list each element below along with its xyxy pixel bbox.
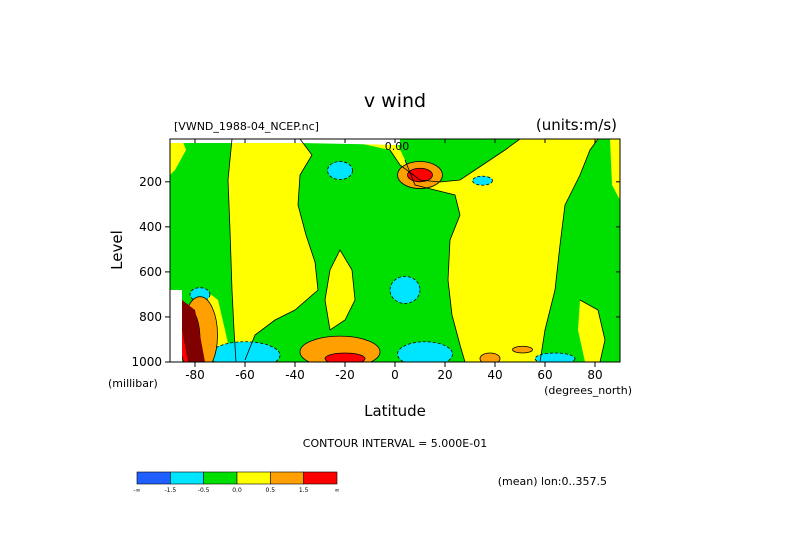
contour-region-pos1: [479, 352, 501, 362]
x-tick-label: 60: [537, 368, 552, 382]
contour-region-neg1: [534, 352, 576, 362]
colorbar-swatch: [270, 471, 304, 485]
colorbar-label: 0.5: [266, 487, 276, 494]
contour-region-neg1: [389, 276, 421, 304]
yellow-zone: [170, 139, 186, 175]
colorbar-label: -∞: [133, 487, 140, 494]
yellow-zone: [340, 139, 598, 362]
y-axis: 200 400 600 800 1000: [131, 175, 620, 369]
x-tick-label: -20: [335, 368, 355, 382]
yellow-zone: [262, 185, 285, 210]
yellow-zone: [228, 139, 318, 362]
contour-line: [389, 139, 521, 183]
x-axis-units: (degrees_north): [544, 384, 632, 397]
mean-note: (mean) lon:0..357.5: [498, 475, 607, 488]
contour-region-neg1: [472, 175, 493, 186]
yellow-zone: [610, 139, 620, 200]
colorbar-swatch: [136, 471, 171, 485]
y-tick-label: 1000: [131, 355, 162, 369]
missing-data-zone: [170, 290, 182, 362]
contour-line: [227, 139, 237, 362]
file-label: [VWND_1988-04_NCEP.nc]: [174, 120, 319, 133]
white-zone: [170, 139, 400, 145]
x-tick-label: 40: [487, 368, 502, 382]
contour-line: [579, 299, 606, 362]
contour-plot-area: 0.00: [169, 138, 621, 363]
colorbar-label: -1.5: [164, 487, 176, 494]
contour-line: [404, 159, 466, 362]
x-tick-label: -60: [235, 368, 255, 382]
x-tick-label: -80: [185, 368, 205, 382]
x-tick-label: 0: [391, 368, 399, 382]
cold-core-zone: [182, 300, 205, 362]
contour-region-pos2: [324, 352, 366, 362]
y-tick-label: 200: [139, 175, 162, 189]
yellow-zone: [578, 300, 605, 362]
colorbar: -∞ -1.5 -0.5 0.0 0.5 1.5 ∞: [133, 471, 340, 494]
y-tick-label: 800: [139, 310, 162, 324]
x-tick-label: 20: [437, 368, 452, 382]
yellow-zone: [325, 250, 355, 330]
colorbar-swatch: [170, 471, 204, 485]
chart-title: v wind: [364, 90, 426, 112]
colorbar-swatch: [303, 471, 338, 485]
colorbar-label: 0.0: [232, 487, 242, 494]
contour-region-pos1: [512, 345, 533, 354]
contour-region-pos2: [407, 167, 433, 183]
y-tick-label: 600: [139, 265, 162, 279]
y-axis-label: Level: [108, 230, 126, 270]
colorbar-swatch: [236, 471, 271, 485]
x-tick-label: -40: [285, 368, 305, 382]
units-label: (units:m/s): [536, 116, 617, 134]
colorbar-swatch: [203, 471, 238, 485]
colorbar-label: ∞: [335, 487, 340, 494]
contour-line: [324, 249, 356, 331]
x-axis: -80 -60 -40 -20 0 20 40 60 80: [185, 139, 603, 382]
colorbar-label: 1.5: [299, 487, 309, 494]
contour-line: [539, 139, 599, 362]
contour-region-neg1: [397, 341, 453, 362]
y-tick-label: 400: [139, 220, 162, 234]
contour-region-neg1: [327, 161, 353, 180]
x-tick-label: 80: [587, 368, 602, 382]
contour-line: [244, 139, 319, 361]
contour-label: 0.00: [385, 140, 410, 153]
x-axis-label: Latitude: [364, 402, 426, 420]
contour-interval-text: CONTOUR INTERVAL = 5.000E-01: [303, 437, 487, 450]
contour-region-neg1: [209, 341, 281, 362]
contour-region-pos1: [299, 335, 381, 362]
y-axis-units: (millibar): [108, 377, 158, 390]
colorbar-label: -0.5: [198, 487, 210, 494]
